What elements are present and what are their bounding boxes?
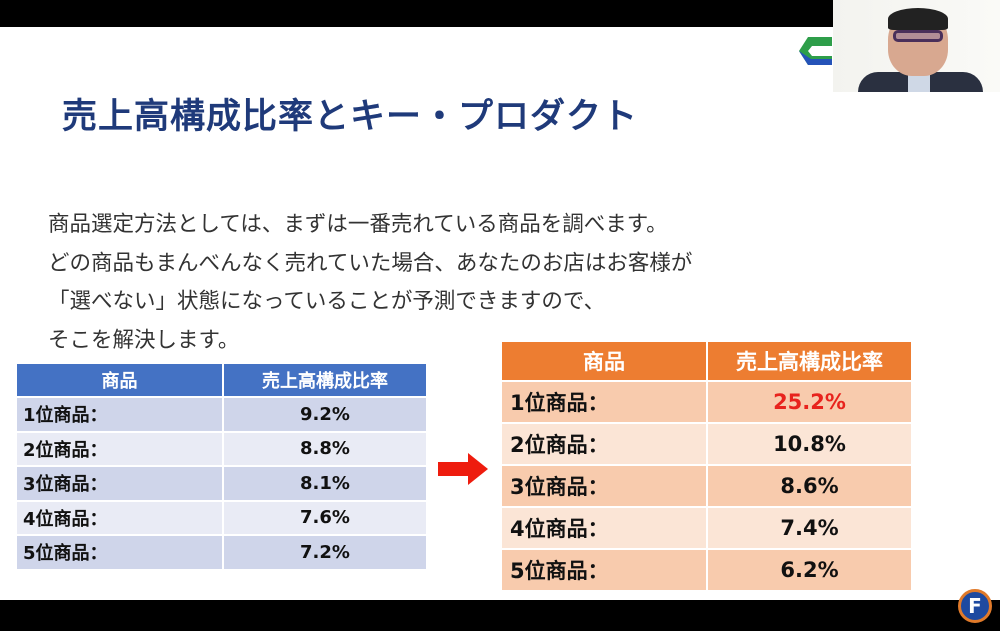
presenter-shirt [908, 72, 930, 92]
body-line: 「選べない」状態になっていることが予測できますので、 [48, 289, 606, 314]
column-header: 商品 [500, 340, 708, 382]
rank-cell: 2位商品： [500, 422, 708, 466]
table-row: 4位商品： 7.4% [500, 506, 913, 550]
table-row: 4位商品： 7.6% [15, 499, 428, 536]
body-line: そこを解決します。 [48, 327, 240, 353]
table-row: 5位商品： 6.2% [500, 548, 913, 592]
column-header: 売上高構成比率 [706, 340, 913, 382]
slide-title: 売上高構成比率とキー・プロダクト [62, 97, 639, 137]
company-logo-icon [799, 37, 832, 65]
ratio-cell-highlighted: 25.2% [706, 380, 913, 424]
channel-logo-icon: F [958, 589, 992, 623]
rank-cell: 3位商品： [15, 465, 224, 502]
before-ratio-table: 商品 売上高構成比率 1位商品： 9.2% 2位商品： 8.8% 3位商品： 8.1% … [15, 362, 428, 571]
ratio-cell: 8.8% [222, 430, 428, 467]
table-row: 5位商品： 7.2% [15, 534, 428, 571]
table-row: 2位商品： 8.8% [15, 430, 428, 467]
rank-cell: 5位商品： [15, 534, 224, 571]
table-row: 2位商品： 10.8% [500, 422, 913, 466]
right-arrow-icon [438, 453, 488, 485]
column-header: 商品 [15, 362, 224, 398]
ratio-cell: 7.4% [706, 506, 913, 550]
presenter-hair [888, 8, 948, 30]
table-row: 1位商品： 25.2% [500, 380, 913, 424]
rank-cell: 1位商品： [500, 380, 708, 424]
ratio-cell: 10.8% [706, 422, 913, 466]
ratio-cell: 9.2% [222, 396, 428, 433]
ratio-cell: 7.6% [222, 499, 428, 536]
table-row: 3位商品： 8.6% [500, 464, 913, 508]
presenter-glasses [893, 30, 943, 42]
after-ratio-table: 商品 売上高構成比率 1位商品： 25.2% 2位商品： 10.8% 3位商品： 8.6… [500, 340, 913, 592]
slide-body-text: 商品選定方法としては、まずは一番売れている商品を調べます。 どの商品もまんべんな… [48, 206, 692, 360]
ratio-cell: 7.2% [222, 534, 428, 571]
rank-cell: 5位商品： [500, 548, 708, 592]
body-line: 商品選定方法としては、まずは一番売れている商品を調べます。 [48, 212, 668, 237]
table-row: 1位商品： 9.2% [15, 396, 428, 433]
rank-cell: 4位商品： [500, 506, 708, 550]
rank-cell: 4位商品： [15, 499, 224, 536]
rank-cell: 1位商品： [15, 396, 224, 433]
webcam-video [833, 0, 1000, 92]
body-line: どの商品もまんべんなく売れていた場合、あなたのお店はお客様が [48, 250, 693, 276]
column-header: 売上高構成比率 [222, 362, 428, 398]
ratio-cell: 6.2% [706, 548, 913, 592]
table-row: 3位商品： 8.1% [15, 465, 428, 502]
ratio-cell: 8.1% [222, 465, 428, 502]
ratio-cell: 8.6% [706, 464, 913, 508]
rank-cell: 3位商品： [500, 464, 708, 508]
rank-cell: 2位商品： [15, 430, 224, 467]
